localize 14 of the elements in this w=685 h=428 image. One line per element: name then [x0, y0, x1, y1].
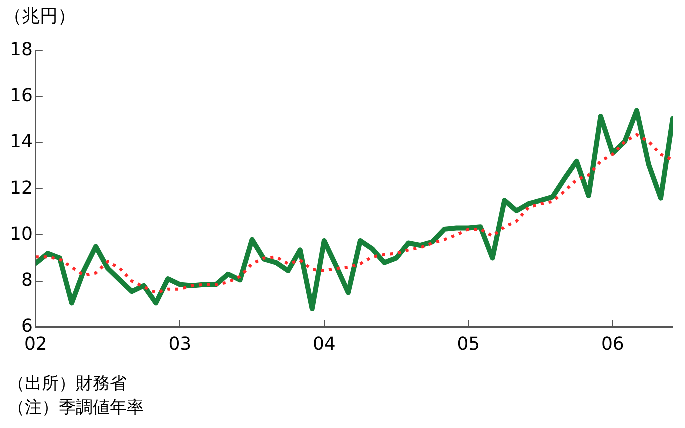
line-series — [36, 133, 673, 294]
y-tick-label: 12 — [10, 178, 33, 199]
y-tick-label: 14 — [10, 132, 33, 153]
x-tick-label: 05 — [457, 334, 480, 355]
x-tick-label: 06 — [601, 334, 624, 355]
text: （注）季調値年率 — [8, 397, 144, 420]
y-tick-label: 10 — [10, 224, 33, 245]
y-tick-label: 16 — [10, 86, 33, 107]
y-tick-label: 8 — [21, 270, 33, 291]
y-tick-label: 18 — [10, 39, 33, 60]
x-tick-label: 04 — [312, 334, 336, 355]
y-axis-title: （兆円） — [4, 5, 76, 28]
text: （出所）財務省 — [8, 373, 128, 396]
x-tick-label: 03 — [168, 334, 192, 355]
